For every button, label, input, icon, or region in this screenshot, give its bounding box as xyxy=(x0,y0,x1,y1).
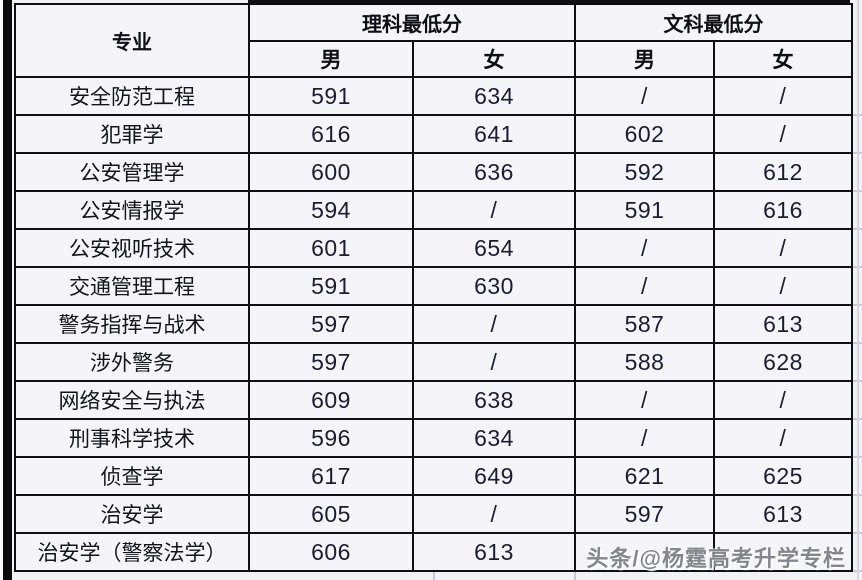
table-row: 涉外警务 597 / 588 628 xyxy=(14,342,853,382)
column-header-liberal-female: 女 xyxy=(713,40,853,78)
score-cell-liberal-male xyxy=(574,532,715,572)
table-row: 治安学 605 / 597 613 xyxy=(14,494,853,534)
score-cell-liberal-male: / xyxy=(574,266,715,306)
score-cell-liberal-male: 587 xyxy=(574,304,715,344)
score-cell-liberal-male: / xyxy=(574,228,715,268)
score-cell-science-female: / xyxy=(412,342,576,382)
score-cell-science-male: 616 xyxy=(248,114,414,154)
score-cell-science-female: 649 xyxy=(412,456,576,496)
bottom-cropped-cell-border xyxy=(574,571,576,580)
table-row: 安全防范工程 591 634 / / xyxy=(14,76,853,116)
score-cell-science-female: 638 xyxy=(412,380,576,420)
table-row: 警务指挥与战术 597 / 587 613 xyxy=(14,304,853,344)
score-cell-science-male: 591 xyxy=(248,266,414,306)
table-body: 安全防范工程 591 634 / / 犯罪学 616 641 602 / 公安管… xyxy=(14,76,853,572)
score-cell-science-female: 613 xyxy=(412,532,576,572)
score-cell-science-female: 634 xyxy=(412,76,576,116)
table-row: 公安情报学 594 / 591 616 xyxy=(14,190,853,230)
left-black-bar xyxy=(3,0,12,580)
table-row: 网络安全与执法 609 638 / / xyxy=(14,380,853,420)
major-cell: 侦查学 xyxy=(14,456,250,496)
major-cell: 公安视听技术 xyxy=(14,228,250,268)
score-cell-liberal-male: 592 xyxy=(574,152,715,192)
score-cell-science-female: 634 xyxy=(412,418,576,458)
watermark: 头条/@杨霆高考升学专栏 xyxy=(586,546,846,571)
score-cell-liberal-female: / xyxy=(713,114,853,154)
score-cell-liberal-female: 628 xyxy=(713,342,853,382)
score-cell-science-male: 597 xyxy=(248,342,414,382)
major-cell: 治安学 xyxy=(14,494,250,534)
header-sub-row: 男 女 男 女 xyxy=(15,40,853,78)
major-cell: 刑事科学技术 xyxy=(14,418,250,458)
score-cell-science-male: 609 xyxy=(248,380,414,420)
score-cell-science-male: 594 xyxy=(248,190,414,230)
table-row: 治安学（警察法学） 606 613 xyxy=(14,532,853,572)
score-cell-liberal-male: 621 xyxy=(574,456,715,496)
score-cell-liberal-female: 625 xyxy=(713,456,853,496)
table-row: 交通管理工程 591 630 / / xyxy=(14,266,853,306)
major-cell: 治安学（警察法学） xyxy=(14,532,250,572)
score-cell-liberal-female: 613 xyxy=(713,304,853,344)
right-cropped-column-border xyxy=(857,0,859,580)
column-header-science-female: 女 xyxy=(412,40,576,78)
column-group-science-min: 理科最低分 xyxy=(248,3,576,42)
score-cell-liberal-male: 602 xyxy=(574,114,715,154)
score-cell-liberal-male: 588 xyxy=(574,342,715,382)
column-header-liberal-male: 男 xyxy=(574,40,715,78)
score-cell-science-female: 630 xyxy=(412,266,576,306)
score-cell-science-male: 605 xyxy=(248,494,414,534)
left-edge-sliver xyxy=(0,0,3,580)
score-cell-science-female: / xyxy=(412,190,576,230)
major-cell: 交通管理工程 xyxy=(14,266,250,306)
score-cell-liberal-female xyxy=(713,532,853,572)
major-cell: 公安情报学 xyxy=(14,190,250,230)
score-cell-liberal-female: / xyxy=(713,380,853,420)
score-cell-liberal-female: 616 xyxy=(713,190,853,230)
table-row: 公安管理学 600 636 592 612 xyxy=(14,152,853,192)
score-cell-science-male: 597 xyxy=(248,304,414,344)
header-group-row: 专业 理科最低分 文科最低分 xyxy=(14,3,853,78)
score-cell-science-male: 601 xyxy=(248,228,414,268)
score-cell-liberal-female: 613 xyxy=(713,494,853,534)
score-cell-science-male: 600 xyxy=(248,152,414,192)
score-cell-liberal-female: / xyxy=(713,76,853,116)
score-cell-liberal-male: / xyxy=(574,380,715,420)
table-row: 公安视听技术 601 654 / / xyxy=(14,228,853,268)
major-cell: 网络安全与执法 xyxy=(14,380,250,420)
score-cell-liberal-male: 597 xyxy=(574,494,715,534)
score-cell-science-female: 641 xyxy=(412,114,576,154)
admission-scores-table: 专业 理科最低分 文科最低分 男 女 男 女 安全防范工程 591 634 / … xyxy=(14,3,853,572)
score-cell-science-male: 591 xyxy=(248,76,414,116)
major-cell: 警务指挥与战术 xyxy=(14,304,250,344)
top-cropped-cell-border xyxy=(248,0,850,3)
major-cell: 犯罪学 xyxy=(14,114,250,154)
score-cell-liberal-male: 591 xyxy=(574,190,715,230)
score-cell-liberal-female: / xyxy=(713,266,853,306)
column-header-major: 专业 xyxy=(14,3,250,78)
score-cell-science-female: 654 xyxy=(412,228,576,268)
score-cell-science-male: 606 xyxy=(248,532,414,572)
score-cell-liberal-male: / xyxy=(574,76,715,116)
score-cell-science-female: 636 xyxy=(412,152,576,192)
score-cell-science-female: / xyxy=(412,494,576,534)
score-cell-science-male: 596 xyxy=(248,418,414,458)
score-cell-liberal-female: 612 xyxy=(713,152,853,192)
table-row: 侦查学 617 649 621 625 xyxy=(14,456,853,496)
bottom-cropped-cell-border xyxy=(433,571,435,580)
table-row: 刑事科学技术 596 634 / / xyxy=(14,418,853,458)
column-group-liberal-min: 文科最低分 xyxy=(574,3,853,42)
table-row: 犯罪学 616 641 602 / xyxy=(14,114,853,154)
score-cell-liberal-male: / xyxy=(574,418,715,458)
score-cell-science-male: 617 xyxy=(248,456,414,496)
major-cell: 涉外警务 xyxy=(14,342,250,382)
score-cell-liberal-female: / xyxy=(713,418,853,458)
major-cell: 安全防范工程 xyxy=(14,76,250,116)
score-cell-science-female: / xyxy=(412,304,576,344)
major-cell: 公安管理学 xyxy=(14,152,250,192)
score-cell-liberal-female: / xyxy=(713,228,853,268)
column-header-science-male: 男 xyxy=(248,40,414,78)
